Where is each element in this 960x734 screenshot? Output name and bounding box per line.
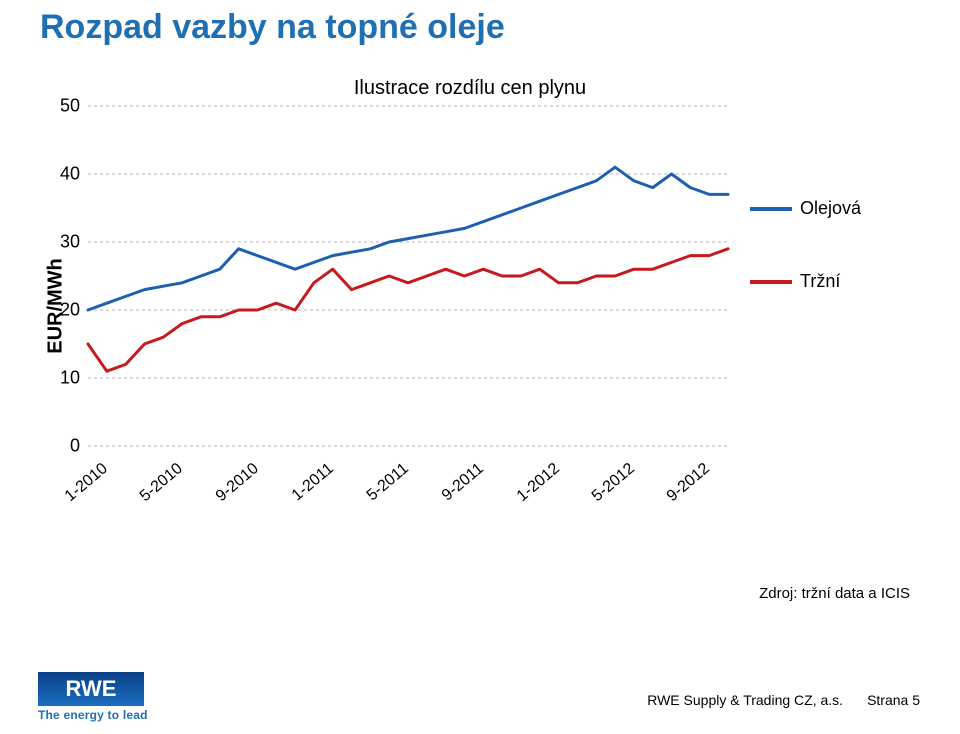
y-tick-label: 10 [50,368,80,389]
chart-title: Ilustrace rozdílu cen plynu [30,77,910,100]
y-tick-label: 20 [50,300,80,321]
x-tick-label: 5-2011 [348,460,413,519]
x-tick-label: 9-2011 [423,460,488,519]
x-tick-label: 9-2012 [649,460,714,519]
x-tick-label: 1-2011 [272,460,337,519]
y-tick-label: 40 [50,164,80,185]
legend-swatch [750,280,792,284]
legend: Olejová Tržní [750,198,861,344]
rwe-logo: RWE [38,672,144,706]
plot-region: 01020304050 [88,106,728,446]
footer-company: RWE Supply & Trading CZ, a.s. [647,692,843,708]
legend-label: Tržní [800,271,840,292]
svg-text:RWE: RWE [66,676,117,701]
footer-page-number: Strana 5 [867,692,920,708]
legend-label: Olejová [800,198,861,219]
slide-page: Rozpad vazby na topné oleje Ilustrace ro… [0,0,960,734]
y-tick-label: 0 [50,436,80,457]
legend-item-olejova: Olejová [750,198,861,219]
x-tick-label: 1-2010 [46,460,111,519]
y-tick-label: 30 [50,232,80,253]
legend-swatch [750,207,792,211]
x-tick-label: 1-2012 [498,460,563,519]
x-tick-label: 9-2010 [197,460,262,519]
footer-right: RWE Supply & Trading CZ, a.s. Strana 5 [647,692,920,708]
y-tick-label: 50 [50,96,80,117]
chart-area: EUR/MWh 01020304050 Olejová Tržní 1-2010… [30,106,910,506]
x-tick-label: 5-2010 [122,460,187,519]
logo-tagline: The energy to lead [38,708,148,722]
page-title: Rozpad vazby na topné oleje [40,0,920,77]
x-axis-ticks: 1-20105-20109-20101-20115-20119-20111-20… [88,454,728,504]
source-caption: Zdroj: tržní data a ICIS [759,585,910,602]
chart-container: Ilustrace rozdílu cen plynu EUR/MWh 0102… [30,77,910,537]
logo-group: RWE The energy to lead [38,672,148,722]
legend-item-trzni: Tržní [750,271,861,292]
footer: RWE The energy to lead RWE Supply & Trad… [0,672,960,734]
x-tick-label: 5-2012 [573,460,638,519]
